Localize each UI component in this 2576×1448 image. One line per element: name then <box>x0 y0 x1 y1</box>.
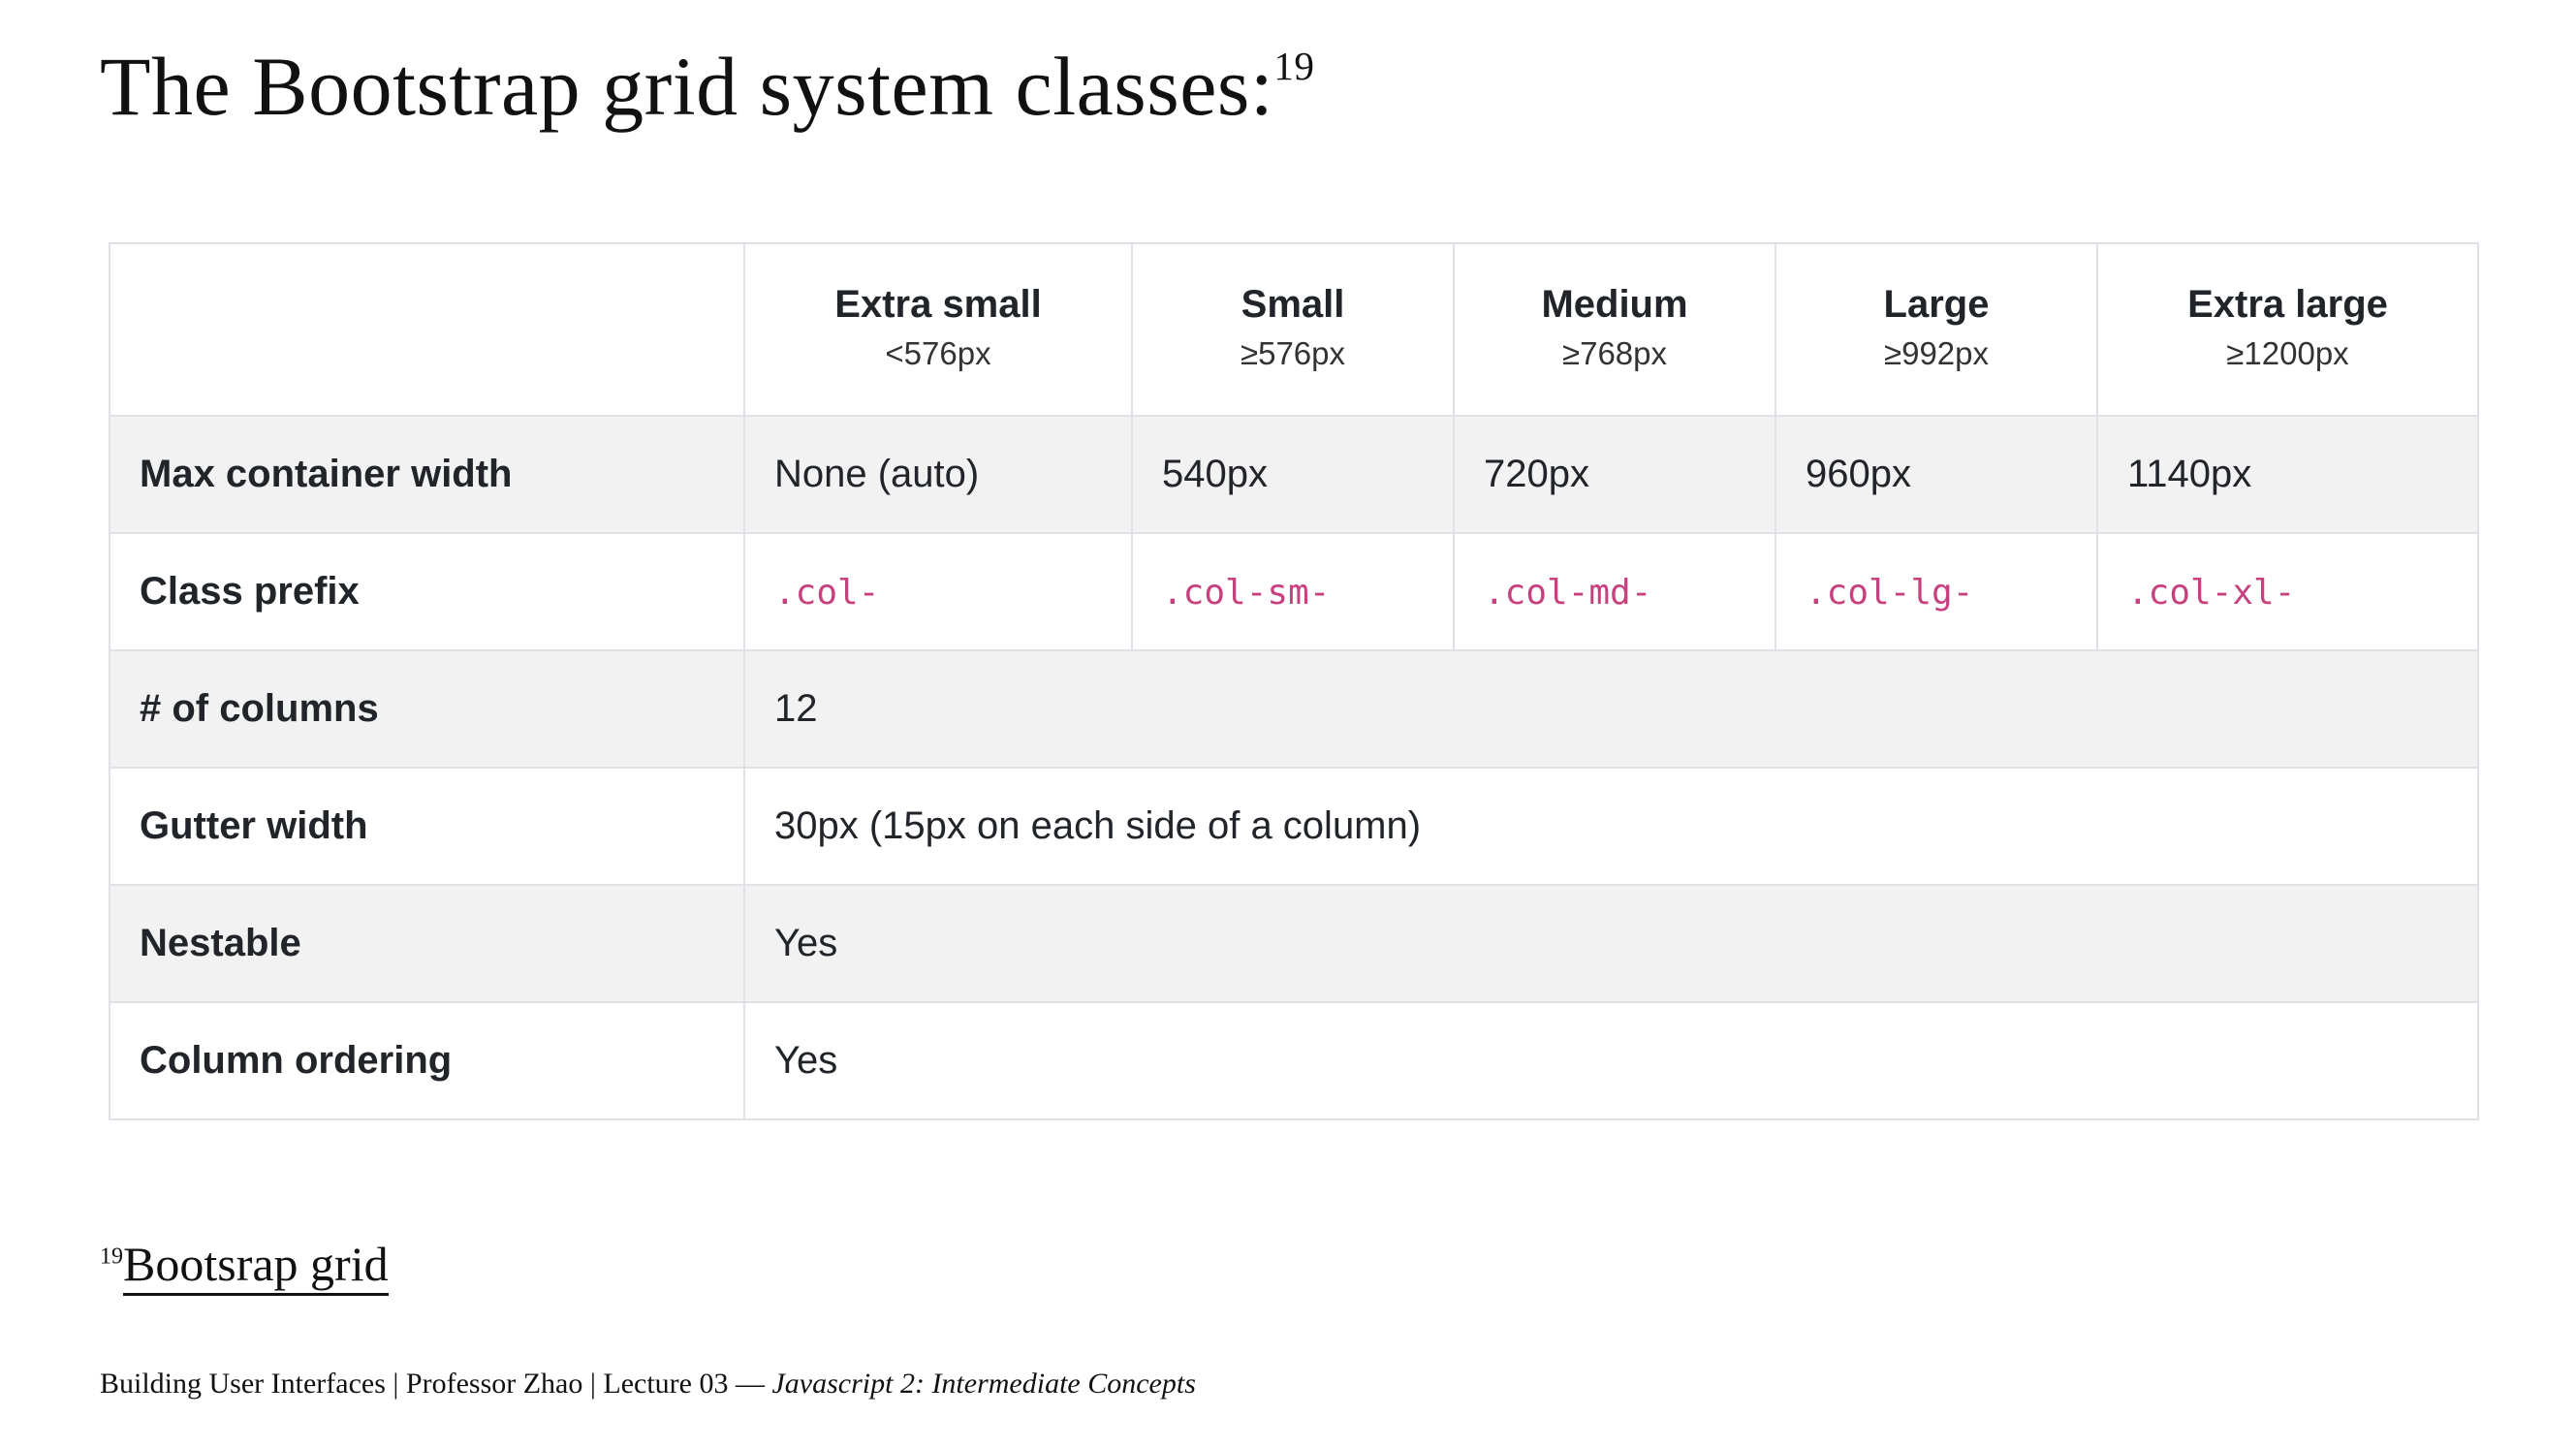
header-label: Small <box>1241 283 1345 326</box>
class-prefix-code: .col-xl- <box>2127 573 2296 613</box>
table-row-nestable: Nestable Yes <box>109 884 2479 1003</box>
table-cell: 720px <box>1453 415 1776 534</box>
footnote: 19Bootsrap grid <box>100 1233 389 1296</box>
table-header-row: Extra small <576px Small ≥576px Medium ≥… <box>109 242 2479 417</box>
table-cell: .col-xl- <box>2096 532 2479 651</box>
table-cell: 1140px <box>2096 415 2479 534</box>
row-label: Column ordering <box>109 1001 745 1120</box>
table-cell: 30px (15px on each side of a column) <box>743 767 2479 886</box>
row-label: Gutter width <box>109 767 745 886</box>
header-large: Large ≥992px <box>1775 242 2098 417</box>
footer-lecture-title: Javascript 2: Intermediate Concepts <box>771 1368 1196 1400</box>
header-small: Small ≥576px <box>1131 242 1455 417</box>
table-row-gutter-width: Gutter width 30px (15px on each side of … <box>109 767 2479 886</box>
header-label: Large <box>1883 283 1990 326</box>
header-medium: Medium ≥768px <box>1453 242 1776 417</box>
header-range: ≥1200px <box>2226 335 2349 371</box>
header-label: Extra small <box>834 283 1042 326</box>
table-row-max-container-width: Max container width None (auto) 540px 72… <box>109 415 2479 534</box>
header-range: ≥576px <box>1240 335 1346 371</box>
header-range: ≥992px <box>1883 335 1990 371</box>
header-empty-cell <box>109 242 745 417</box>
class-prefix-code: .col- <box>774 573 880 613</box>
table-cell: .col- <box>743 532 1133 651</box>
footnote-number: 19 <box>100 1243 123 1270</box>
row-label: Nestable <box>109 884 745 1003</box>
header-range: ≥768px <box>1561 335 1668 371</box>
header-extra-small: Extra small <576px <box>743 242 1133 417</box>
header-extra-large: Extra large ≥1200px <box>2096 242 2479 417</box>
table-row-num-columns: # of columns 12 <box>109 649 2479 769</box>
header-label: Extra large <box>2187 283 2388 326</box>
footer-text: Building User Interfaces | Professor Zha… <box>100 1368 772 1400</box>
footnote-link[interactable]: Bootsrap grid <box>123 1237 389 1296</box>
table-cell: .col-sm- <box>1131 532 1455 651</box>
header-label: Medium <box>1541 283 1688 326</box>
table-cell: None (auto) <box>743 415 1133 534</box>
table-cell: 960px <box>1775 415 2098 534</box>
table-cell: .col-md- <box>1453 532 1776 651</box>
table-cell: Yes <box>743 1001 2479 1120</box>
grid-classes-table: Extra small <576px Small ≥576px Medium ≥… <box>109 242 2479 1120</box>
row-label: Max container width <box>109 415 745 534</box>
row-label: Class prefix <box>109 532 745 651</box>
table-cell: .col-lg- <box>1775 532 2098 651</box>
table-row-column-ordering: Column ordering Yes <box>109 1001 2479 1120</box>
row-label: # of columns <box>109 649 745 769</box>
class-prefix-code: .col-md- <box>1484 573 1652 613</box>
table-cell: 540px <box>1131 415 1455 534</box>
header-range: <576px <box>885 335 991 371</box>
class-prefix-code: .col-sm- <box>1162 573 1331 613</box>
title-footnote-ref: 19 <box>1273 44 1315 89</box>
slide-title: The Bootstrap grid system classes:19 <box>100 33 1315 140</box>
slide-title-text: The Bootstrap grid system classes: <box>100 40 1274 133</box>
table-row-class-prefix: Class prefix .col- .col-sm- .col-md- .co… <box>109 532 2479 651</box>
table-cell: Yes <box>743 884 2479 1003</box>
class-prefix-code: .col-lg- <box>1806 573 1974 613</box>
table-cell: 12 <box>743 649 2479 769</box>
slide-footer: Building User Interfaces | Professor Zha… <box>100 1365 1196 1403</box>
